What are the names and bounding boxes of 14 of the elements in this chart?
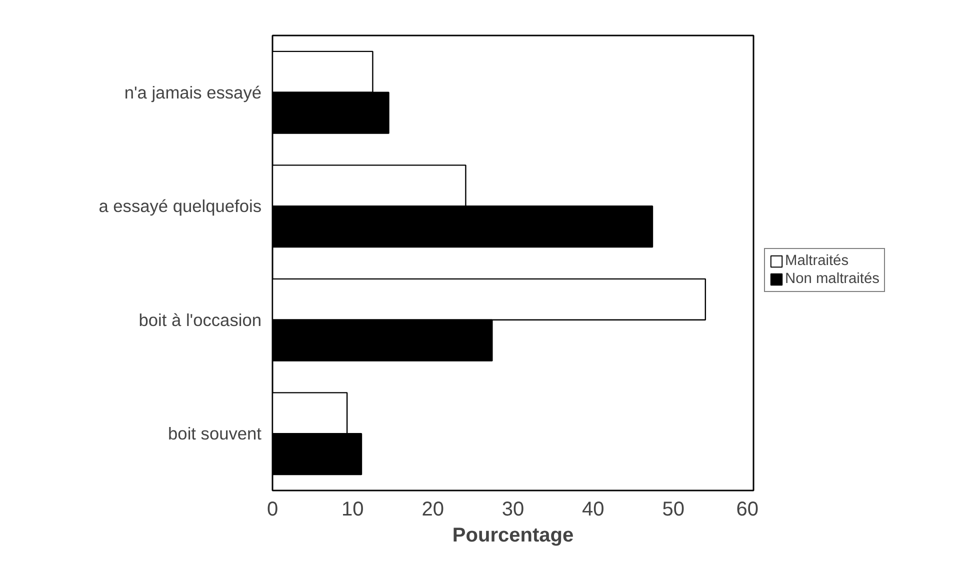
x-tick-label: 0 xyxy=(266,498,278,520)
legend-label: Non maltraités xyxy=(785,271,880,287)
x-tick-label: 30 xyxy=(502,498,524,520)
y-tick-label: n'a jamais essayé xyxy=(124,82,262,102)
x-axis-title: Pourcentage xyxy=(452,524,574,546)
legend-label: Maltraités xyxy=(785,253,849,269)
x-tick-label: 50 xyxy=(662,498,684,520)
x-tick-label: 10 xyxy=(342,498,364,520)
y-tick-label: boit souvent xyxy=(168,424,262,444)
y-tick-label: boit à l'occasion xyxy=(138,310,262,330)
x-tick-label: 20 xyxy=(422,498,444,520)
y-tick-label: a essayé quelquefois xyxy=(98,196,262,216)
x-tick-label: 40 xyxy=(582,498,604,520)
x-tick-label: 60 xyxy=(736,498,759,520)
